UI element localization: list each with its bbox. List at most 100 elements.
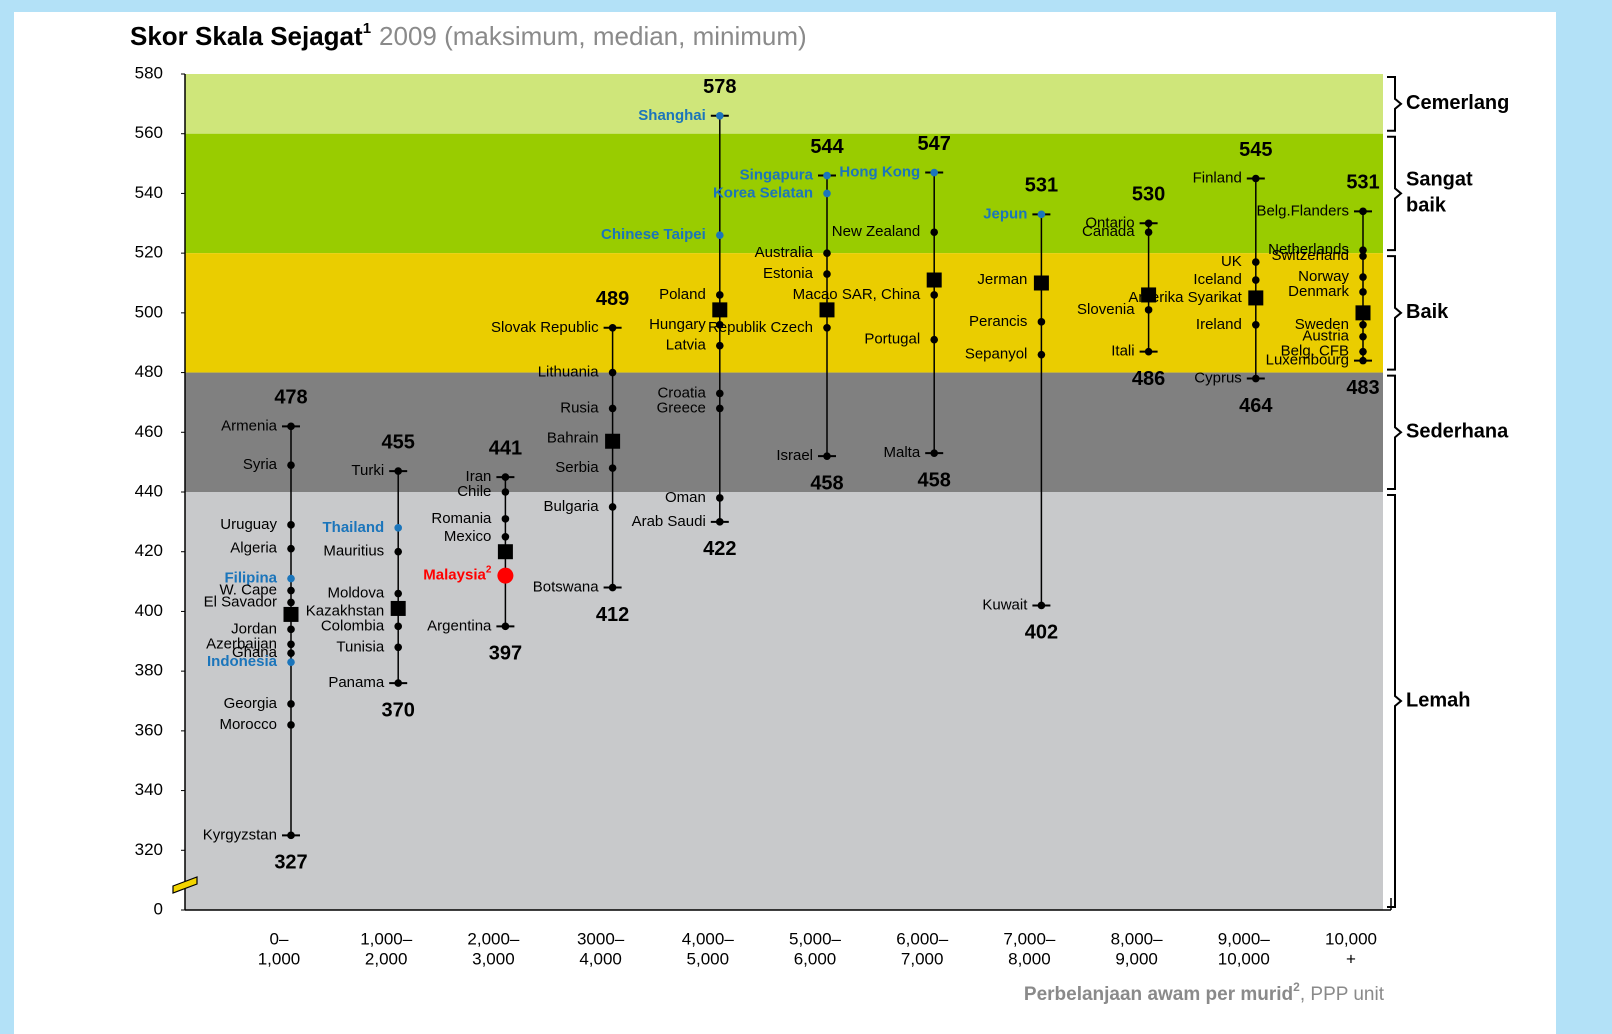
point bbox=[1144, 306, 1153, 314]
point bbox=[930, 228, 938, 237]
point-name: Botswana bbox=[533, 579, 600, 596]
point-name: Romania bbox=[431, 510, 492, 527]
point-label: Sweden bbox=[1295, 316, 1349, 333]
point-name: Colombia bbox=[321, 617, 385, 634]
point bbox=[394, 643, 403, 652]
point-name: Croatia bbox=[657, 384, 706, 401]
y-tick-label: 500 bbox=[135, 302, 163, 321]
point-label: Colombia bbox=[321, 617, 385, 634]
point-label: Chile bbox=[457, 483, 491, 500]
point-name: Jordan bbox=[231, 620, 277, 637]
point-name: UK bbox=[1221, 253, 1242, 270]
point-label: Canada bbox=[1082, 223, 1135, 240]
min-label: 402 bbox=[1025, 622, 1058, 644]
point bbox=[1359, 273, 1367, 281]
min-label: 464 bbox=[1239, 395, 1273, 417]
point-label: Argentina bbox=[427, 617, 492, 634]
point-name: Australia bbox=[755, 244, 814, 261]
point-name: Belg. CFB bbox=[1281, 343, 1349, 360]
x-tick-label: 5,000 bbox=[687, 949, 730, 968]
point-name: Jerman bbox=[977, 271, 1027, 288]
title-rest: 2009 (maksimum, median, minimum) bbox=[379, 21, 807, 51]
point bbox=[608, 368, 617, 377]
point-name: Mauritius bbox=[323, 543, 384, 560]
point-label: Korea Selatan bbox=[713, 184, 813, 201]
point bbox=[394, 622, 403, 631]
point-name: Norway bbox=[1298, 268, 1349, 285]
point-label: Oman bbox=[665, 489, 706, 506]
point-name: Portugal bbox=[864, 331, 920, 348]
point-name: Algeria bbox=[230, 540, 277, 557]
point bbox=[1037, 318, 1046, 326]
point-name: Sepanyol bbox=[965, 346, 1028, 363]
point-name: Ghana bbox=[232, 644, 278, 661]
y-tick-label: 580 bbox=[135, 63, 163, 82]
x-title-rest: , PPP unit bbox=[1300, 984, 1385, 1005]
point-name: Slovenia bbox=[1077, 301, 1135, 318]
band-brace bbox=[1387, 76, 1403, 132]
point-label: Sepanyol bbox=[965, 346, 1028, 363]
point bbox=[1359, 246, 1367, 254]
x-tick-label: 0– bbox=[270, 929, 289, 948]
point-name: Switzerland bbox=[1271, 247, 1349, 264]
x-tick-label: 3000– bbox=[577, 929, 625, 948]
point-label: Portugal bbox=[864, 331, 920, 348]
median bbox=[1033, 275, 1049, 291]
max-label: 530 bbox=[1132, 184, 1165, 206]
point-label: W. Cape bbox=[219, 581, 277, 598]
point-label: Israel bbox=[776, 447, 813, 464]
point-label: Mauritius bbox=[323, 543, 384, 560]
point-label: Perancis bbox=[969, 313, 1027, 330]
point-label: Belg.Flanders bbox=[1256, 202, 1349, 219]
point bbox=[716, 112, 724, 120]
median bbox=[283, 606, 299, 622]
point bbox=[608, 583, 617, 592]
x-tick-label: 10,000 bbox=[1218, 949, 1270, 968]
point-label: Ontario bbox=[1085, 214, 1134, 231]
point-label: Arab Saudi bbox=[632, 513, 706, 530]
point-name: Lithuania bbox=[538, 364, 600, 381]
y-tick-label: 340 bbox=[135, 780, 163, 799]
point bbox=[1359, 356, 1367, 365]
y-tick-label: 440 bbox=[135, 481, 163, 500]
point bbox=[501, 622, 510, 631]
point bbox=[501, 532, 510, 541]
point-label: Malta bbox=[884, 444, 921, 461]
point-name: Netherlands bbox=[1268, 241, 1349, 258]
point bbox=[287, 574, 295, 583]
x-tick-label: 10,000 bbox=[1325, 929, 1377, 948]
x-tick-label: 5,000– bbox=[789, 929, 842, 948]
point bbox=[394, 679, 403, 687]
point-label: Kuwait bbox=[982, 596, 1028, 613]
min-label: 412 bbox=[596, 604, 629, 626]
point bbox=[1252, 276, 1260, 284]
x-title-note: 2 bbox=[1293, 980, 1300, 994]
point bbox=[930, 291, 938, 299]
point bbox=[394, 467, 403, 475]
band-brace bbox=[1387, 135, 1403, 252]
band bbox=[185, 253, 1383, 373]
point bbox=[287, 700, 295, 708]
max-label: 489 bbox=[596, 288, 629, 310]
point-label: Poland bbox=[659, 286, 706, 303]
point-name: Armenia bbox=[221, 417, 278, 434]
point bbox=[287, 625, 295, 634]
point-name: Panama bbox=[328, 674, 385, 691]
point bbox=[1037, 210, 1046, 219]
point-name: Denmark bbox=[1288, 283, 1349, 300]
max-label: 547 bbox=[918, 133, 951, 155]
x-tick-label: 4,000 bbox=[579, 949, 622, 968]
band-label: Lemah bbox=[1406, 689, 1470, 711]
point-name: Azerbaijan bbox=[206, 635, 277, 652]
median bbox=[1248, 290, 1264, 306]
point bbox=[287, 831, 295, 840]
point-label: Romania bbox=[431, 510, 492, 527]
point bbox=[716, 341, 724, 350]
point bbox=[287, 422, 295, 431]
point-label: Uruguay bbox=[220, 516, 277, 533]
point bbox=[394, 547, 403, 556]
point-name: W. Cape bbox=[219, 581, 277, 598]
point-label: Bahrain bbox=[547, 429, 599, 446]
point-name: Hungary bbox=[649, 316, 706, 333]
point-name: Chile bbox=[457, 483, 491, 500]
